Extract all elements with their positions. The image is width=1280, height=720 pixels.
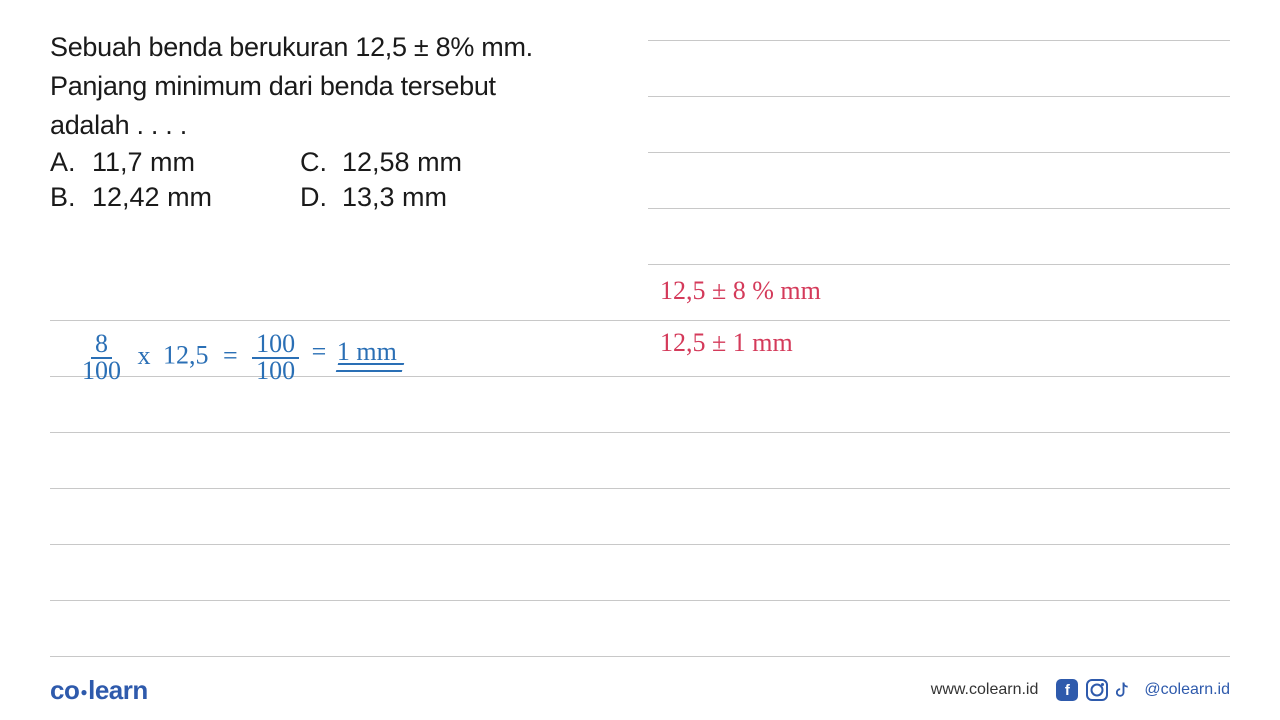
equals-sign: =: [223, 341, 238, 370]
question-line-1: Sebuah benda berukuran 12,5 ± 8% mm.: [50, 28, 610, 67]
rule-line: [648, 96, 1230, 97]
times-sign: x: [138, 341, 151, 370]
rule-line: [50, 600, 1230, 601]
rule-line: [648, 208, 1230, 209]
social-icons: f @colearn.id: [1056, 679, 1230, 701]
options-grid: A. 11,7 mm C. 12,58 mm B. 12,42 mm D. 13…: [50, 147, 610, 213]
content-area: Sebuah benda berukuran 12,5 ± 8% mm. Pan…: [0, 0, 1280, 660]
fraction-numerator: 8: [91, 332, 112, 359]
rule-line: [50, 488, 1230, 489]
social-handle: @colearn.id: [1144, 681, 1230, 699]
rule-line: [50, 656, 1230, 657]
rule-line: [648, 264, 1230, 265]
fraction-1: 8 100: [78, 332, 125, 383]
option-text: 11,7 mm: [92, 147, 195, 178]
option-letter: D.: [300, 182, 342, 213]
option-letter: C.: [300, 147, 342, 178]
rule-line: [50, 544, 1230, 545]
question-block: Sebuah benda berukuran 12,5 ± 8% mm. Pan…: [50, 28, 610, 213]
handwriting-red-line-1: 12,5 ± 8 % mm: [660, 278, 821, 304]
option-text: 13,3 mm: [342, 182, 447, 213]
rule-line: [50, 432, 1230, 433]
rule-line: [50, 320, 1230, 321]
option-b: B. 12,42 mm: [50, 182, 300, 213]
option-letter: B.: [50, 182, 92, 213]
tiktok-icon: [1116, 679, 1136, 701]
option-text: 12,58 mm: [342, 147, 462, 178]
fraction-2: 100 100: [252, 332, 299, 383]
logo-co: co: [50, 675, 79, 705]
option-c: C. 12,58 mm: [300, 147, 550, 178]
facebook-icon: f: [1056, 679, 1078, 701]
option-a: A. 11,7 mm: [50, 147, 300, 178]
option-text: 12,42 mm: [92, 182, 212, 213]
calc-result: 1 mm: [337, 337, 397, 366]
instagram-icon: [1086, 679, 1108, 701]
multiplicand: 12,5: [163, 341, 209, 370]
rule-line: [648, 40, 1230, 41]
footer: co●learn www.colearn.id f @colearn.id: [0, 660, 1280, 720]
question-line-3: adalah . . . .: [50, 106, 610, 145]
handwriting-blue: 8 100 x 12,5 = 100 100 = 1 mm: [78, 332, 397, 383]
handwriting-red-line-2: 12,5 ± 1 mm: [660, 330, 793, 356]
website-url: www.colearn.id: [931, 681, 1039, 699]
fraction-numerator: 100: [252, 332, 299, 359]
rule-line: [648, 152, 1230, 153]
logo-dot-icon: ●: [80, 685, 87, 699]
logo-learn: learn: [88, 675, 148, 705]
option-letter: A.: [50, 147, 92, 178]
brand-logo: co●learn: [50, 675, 148, 706]
fraction-denominator: 100: [252, 359, 299, 384]
question-line-2: Panjang minimum dari benda tersebut: [50, 67, 610, 106]
footer-right: www.colearn.id f @colearn.id: [931, 679, 1230, 701]
equals-sign: =: [312, 337, 327, 366]
fraction-denominator: 100: [78, 359, 125, 384]
option-d: D. 13,3 mm: [300, 182, 550, 213]
